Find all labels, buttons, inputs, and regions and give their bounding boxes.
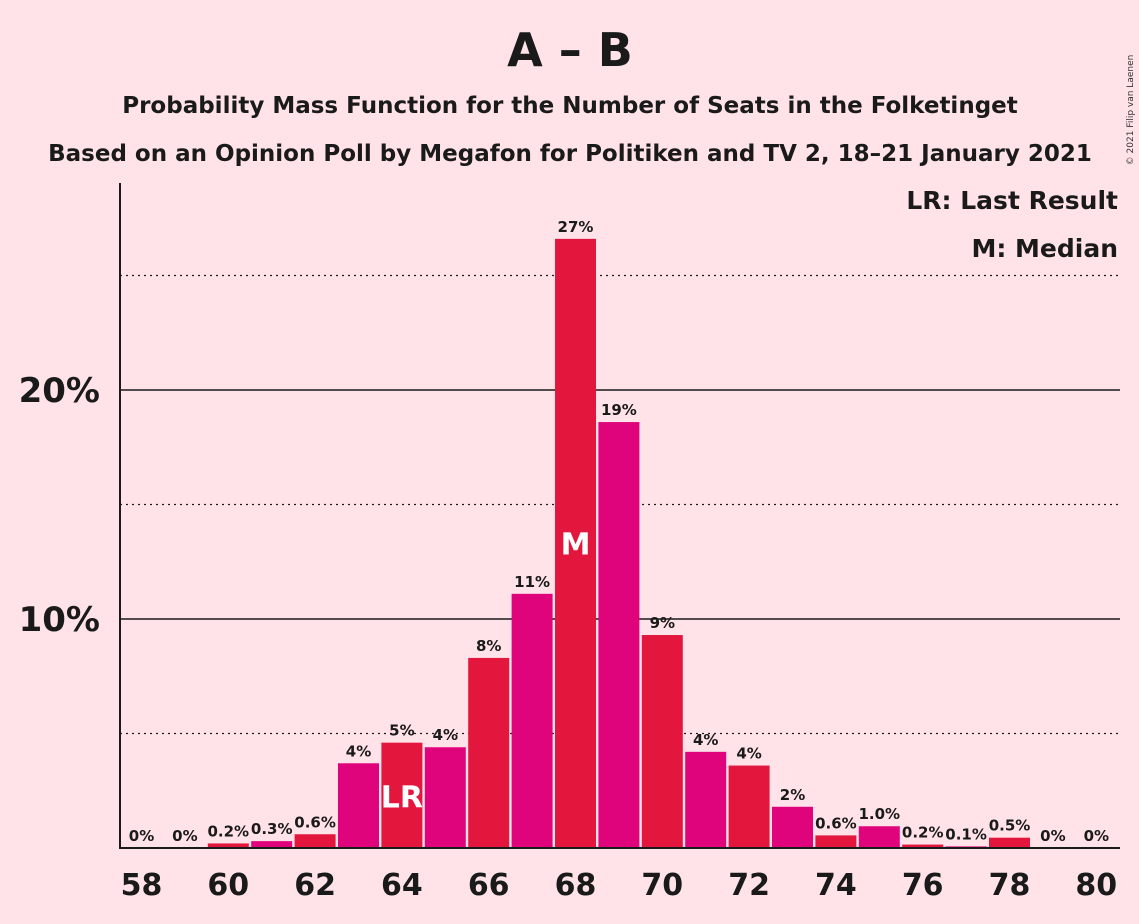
data-label-76: 0.2% bbox=[902, 824, 944, 842]
x-tick-72: 72 bbox=[728, 868, 770, 903]
bar-73 bbox=[772, 806, 813, 848]
data-label-68: 27% bbox=[558, 218, 594, 236]
bar-60 bbox=[207, 843, 249, 848]
data-label-64: 5% bbox=[389, 722, 414, 740]
data-label-75: 1.0% bbox=[858, 805, 900, 823]
bar-64 bbox=[381, 742, 423, 848]
y-tick-10: 10% bbox=[19, 600, 100, 640]
bar-76 bbox=[902, 844, 944, 848]
data-label-60: 0.2% bbox=[207, 822, 249, 840]
data-label-61: 0.3% bbox=[251, 820, 293, 838]
data-label-59: 0% bbox=[172, 827, 197, 845]
x-tick-70: 70 bbox=[641, 868, 683, 903]
data-label-67: 11% bbox=[514, 573, 550, 591]
data-label-62: 0.6% bbox=[294, 813, 336, 831]
x-tick-78: 78 bbox=[989, 868, 1031, 903]
bar-69 bbox=[598, 422, 640, 848]
data-label-78: 0.5% bbox=[989, 817, 1031, 835]
data-label-74: 0.6% bbox=[815, 814, 857, 832]
data-label-66: 8% bbox=[476, 637, 501, 655]
data-label-65: 4% bbox=[433, 726, 458, 744]
x-tick-labels: 58 60 62 64 66 68 70 72 74 76 78 80 bbox=[121, 868, 1118, 903]
y-tick-labels: 10% 20% bbox=[19, 371, 100, 640]
bar-68 bbox=[555, 238, 596, 849]
x-tick-66: 66 bbox=[468, 868, 510, 903]
data-labels: 0% 0% 0.2% 0.3% 0.6%4%5% 4%8%11%27%19%9%4%4%2… bbox=[129, 218, 1109, 845]
legend-median: M: Median bbox=[971, 234, 1118, 263]
x-tick-76: 76 bbox=[902, 868, 944, 903]
bar-71 bbox=[685, 751, 727, 848]
chart-subtitle: Probability Mass Function for the Number… bbox=[122, 93, 1018, 119]
bar-75 bbox=[858, 826, 900, 848]
data-label-72: 4% bbox=[736, 745, 761, 763]
bar-63 bbox=[338, 763, 379, 848]
data-label-63: 4% bbox=[346, 742, 371, 760]
x-tick-58: 58 bbox=[121, 868, 163, 903]
x-tick-68: 68 bbox=[555, 868, 597, 903]
chart-subtitle-2: Based on an Opinion Poll by Megafon for … bbox=[48, 141, 1092, 167]
x-tick-80: 80 bbox=[1075, 868, 1117, 903]
data-label-69: 19% bbox=[601, 401, 637, 419]
copyright-notice: © 2021 Filip van Laenen bbox=[1126, 55, 1136, 166]
legend-last-result: LR: Last Result bbox=[906, 186, 1118, 215]
data-label-77: 0.1% bbox=[945, 825, 987, 843]
marker-lr: LR bbox=[381, 780, 423, 815]
x-tick-74: 74 bbox=[815, 868, 857, 903]
bar-66 bbox=[468, 657, 510, 848]
data-label-71: 4% bbox=[693, 731, 718, 749]
bar-62 bbox=[294, 834, 336, 848]
bar-65 bbox=[424, 747, 466, 848]
marker-m: M bbox=[561, 527, 591, 562]
x-tick-60: 60 bbox=[207, 868, 249, 903]
x-tick-64: 64 bbox=[381, 868, 423, 903]
markers: LR M bbox=[381, 527, 591, 815]
bar-74 bbox=[815, 835, 857, 848]
y-tick-20: 20% bbox=[19, 371, 100, 411]
data-label-80: 0% bbox=[1084, 827, 1109, 845]
bar-70 bbox=[641, 635, 683, 848]
bar-78 bbox=[989, 837, 1030, 848]
chart-title: A – B bbox=[507, 23, 633, 77]
bars bbox=[207, 238, 1030, 849]
bar-61 bbox=[251, 841, 293, 848]
data-label-79: 0% bbox=[1040, 827, 1065, 845]
data-label-73: 2% bbox=[780, 786, 805, 804]
bar-67 bbox=[511, 593, 553, 848]
data-label-58: 0% bbox=[129, 827, 154, 845]
bar-72 bbox=[728, 765, 770, 848]
data-label-70: 9% bbox=[650, 614, 675, 632]
x-tick-62: 62 bbox=[294, 868, 336, 903]
